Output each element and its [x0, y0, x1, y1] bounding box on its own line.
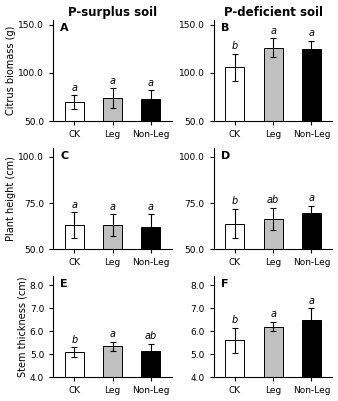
Bar — [302, 49, 321, 170]
Text: a: a — [270, 26, 276, 36]
Bar — [103, 225, 122, 342]
Text: C: C — [61, 151, 69, 161]
Text: a: a — [110, 76, 116, 86]
Text: b: b — [232, 196, 238, 206]
Text: a: a — [110, 202, 116, 212]
Text: a: a — [71, 200, 77, 210]
Y-axis label: Stem thickness (cm): Stem thickness (cm) — [17, 276, 27, 377]
Bar — [65, 102, 84, 170]
Text: B: B — [221, 23, 229, 33]
Title: P-deficient soil: P-deficient soil — [224, 6, 322, 18]
Text: F: F — [221, 279, 228, 289]
Text: a: a — [148, 202, 154, 212]
Bar — [264, 326, 283, 401]
Y-axis label: Plant height (cm): Plant height (cm) — [5, 156, 16, 241]
Text: ab: ab — [267, 195, 279, 205]
Bar — [225, 340, 244, 401]
Text: a: a — [308, 193, 314, 203]
Text: b: b — [232, 41, 238, 51]
Text: a: a — [270, 310, 276, 320]
Text: a: a — [110, 329, 116, 339]
Text: ab: ab — [145, 331, 157, 341]
Y-axis label: Citrus biomass (g): Citrus biomass (g) — [5, 26, 16, 115]
Bar — [103, 98, 122, 170]
Bar — [302, 213, 321, 342]
Text: a: a — [71, 83, 77, 93]
Bar — [302, 320, 321, 401]
Bar — [264, 219, 283, 342]
Bar — [141, 99, 161, 170]
Text: A: A — [61, 23, 69, 33]
Text: E: E — [61, 279, 68, 289]
Bar — [264, 48, 283, 170]
Text: a: a — [308, 296, 314, 306]
Text: a: a — [148, 78, 154, 88]
Bar — [65, 225, 84, 342]
Title: P-surplus soil: P-surplus soil — [68, 6, 157, 18]
Bar — [141, 351, 161, 401]
Bar — [103, 346, 122, 401]
Bar — [65, 352, 84, 401]
Text: D: D — [221, 151, 230, 161]
Text: b: b — [232, 315, 238, 325]
Text: a: a — [308, 28, 314, 38]
Bar — [225, 67, 244, 170]
Text: b: b — [71, 335, 77, 345]
Bar — [141, 227, 161, 342]
Bar — [225, 223, 244, 342]
